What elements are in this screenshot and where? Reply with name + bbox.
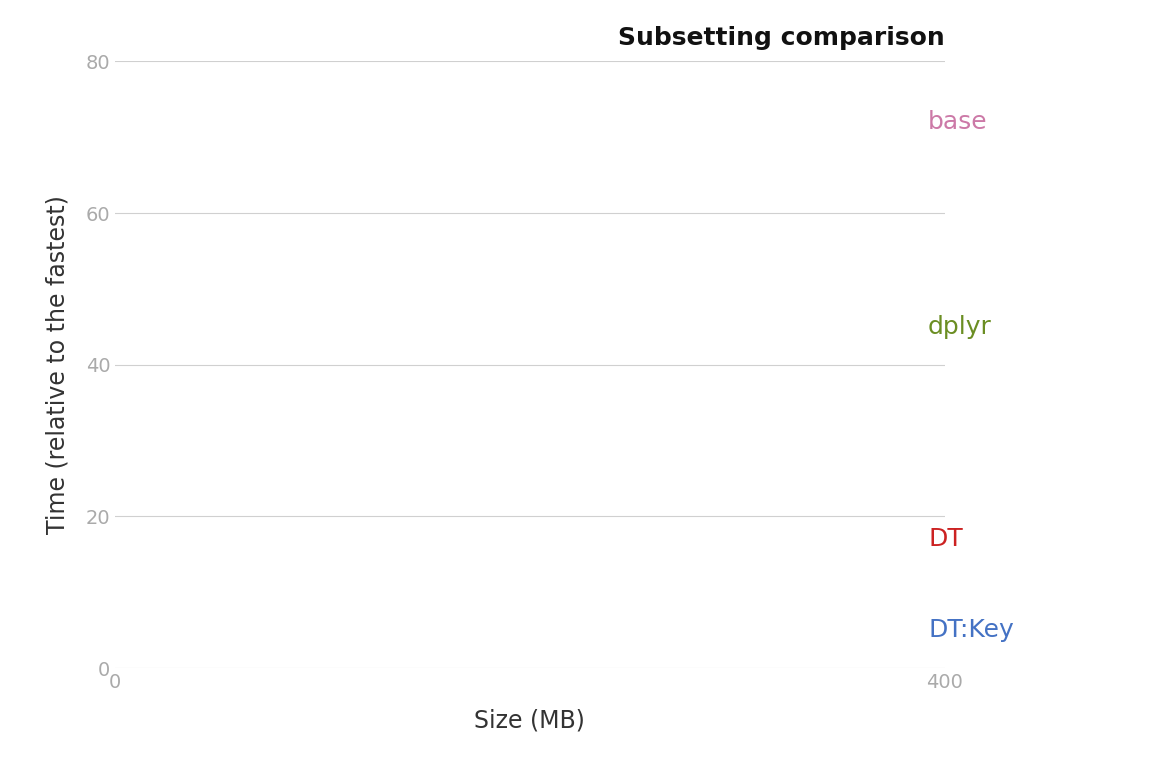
Text: DT:Key: DT:Key xyxy=(929,618,1014,642)
X-axis label: Size (MB): Size (MB) xyxy=(475,709,585,733)
Y-axis label: Time (relative to the fastest): Time (relative to the fastest) xyxy=(45,195,69,535)
Text: Subsetting comparison: Subsetting comparison xyxy=(617,26,945,50)
Text: DT: DT xyxy=(929,527,963,551)
Text: base: base xyxy=(929,110,987,134)
Text: dplyr: dplyr xyxy=(929,315,992,339)
